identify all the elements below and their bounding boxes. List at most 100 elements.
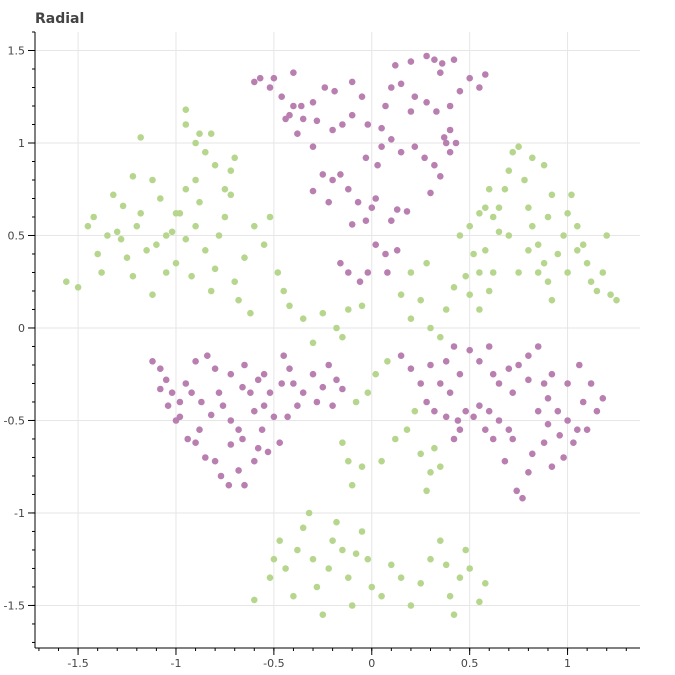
scatter-point (437, 173, 444, 180)
scatter-point (254, 376, 262, 384)
scatter-point (266, 574, 274, 581)
scatter-point (372, 195, 380, 202)
scatter-point (427, 469, 434, 476)
scatter-point (219, 402, 227, 410)
scatter-point (339, 333, 346, 341)
scatter-point (299, 524, 307, 532)
scatter-point (207, 130, 215, 137)
scatter-point (505, 232, 513, 239)
scatter-point (462, 546, 470, 554)
scatter-point (266, 389, 274, 397)
scatter-point (397, 291, 405, 299)
scatter-point (290, 102, 297, 110)
scatter-point (352, 398, 360, 406)
scatter-point (515, 143, 522, 150)
scatter-point (362, 154, 370, 162)
scatter-point (113, 228, 121, 236)
scatter-point (495, 417, 503, 424)
scatter-point (270, 555, 278, 563)
scatter-point (123, 254, 131, 261)
scatter-point (489, 370, 497, 378)
scatter-point (466, 222, 474, 230)
scatter-point (241, 361, 248, 369)
scatter-point (392, 62, 399, 69)
x-tick-label: 0.5 (461, 657, 479, 670)
scatter-point (476, 84, 483, 91)
scatter-point (384, 269, 391, 276)
scatter-point (117, 235, 125, 243)
scatter-point (534, 343, 542, 350)
scatter-point (211, 457, 219, 465)
scatter-point (309, 339, 317, 347)
scatter-point (397, 352, 405, 360)
scatter-point (110, 191, 117, 199)
scatter-point (149, 358, 156, 365)
scatter-point (276, 537, 284, 544)
scatter-point (345, 457, 352, 465)
scatter-point (325, 361, 333, 369)
scatter-point (540, 439, 548, 447)
scatter-point (278, 93, 286, 100)
scatter-point (339, 385, 346, 393)
scatter-point (84, 222, 92, 230)
scatter-point (339, 121, 346, 128)
scatter-point (168, 228, 176, 236)
scatter-point (157, 365, 164, 373)
axes: -1.5 -1 -0.5 0 0.5 1 -1.5 -1 -0.5 0 0.5 1 1.5 (4, 31, 640, 670)
scatter-point (403, 208, 411, 215)
scatter-point (276, 439, 284, 447)
scatter-point (482, 580, 489, 587)
scatter-point (290, 380, 297, 387)
scatter-point (172, 210, 180, 217)
scatter-point (162, 376, 170, 384)
scatter-point (196, 198, 203, 206)
scatter-point (544, 395, 552, 402)
scatter-point (196, 130, 203, 137)
scatter-point (554, 250, 562, 258)
y-tick-label: -0.5 (4, 414, 25, 427)
scatter-point (235, 296, 242, 304)
scatter-point (388, 217, 395, 224)
scatter-point (521, 176, 528, 184)
scatter-point (556, 432, 563, 439)
scatter-point (431, 56, 438, 63)
scatter-point (299, 315, 307, 323)
scatter-point (554, 407, 562, 415)
scatter-point (548, 191, 556, 199)
scatter-point (182, 121, 190, 128)
x-tick-label: -1.5 (67, 657, 88, 670)
scatter-point (417, 450, 425, 458)
scatter-point (313, 117, 321, 125)
scatter-point (574, 247, 581, 254)
scatter-point (574, 426, 581, 434)
scatter-point (162, 269, 170, 276)
scatter-point (251, 222, 258, 230)
scatter-point (149, 291, 156, 299)
scatter-point (525, 204, 532, 211)
scatter-point (284, 413, 291, 421)
scatter-point (153, 241, 160, 248)
scatter-point (440, 134, 448, 141)
scatter-point (407, 108, 415, 115)
scatter-point (358, 528, 366, 535)
scatter-point (485, 185, 493, 193)
scatter-point (372, 370, 380, 378)
scatter-point (260, 241, 268, 248)
scatter-point (466, 565, 474, 572)
scatter-point (247, 389, 254, 397)
y-tick-label: 0 (18, 322, 25, 335)
scatter-point (211, 161, 219, 169)
scatter-point (423, 52, 430, 60)
scatter-point (437, 463, 444, 471)
scatter-point (329, 126, 336, 134)
scatter-point (501, 457, 509, 465)
scatter-point (235, 467, 242, 474)
scatter-point (495, 204, 503, 211)
scatter-point (564, 210, 571, 217)
chart-title: Radial (35, 11, 84, 27)
scatter-point (427, 324, 434, 332)
scatter-point (309, 143, 317, 150)
scatter-point (319, 611, 327, 618)
scatter-point (446, 389, 454, 397)
scatter-point (364, 389, 372, 397)
